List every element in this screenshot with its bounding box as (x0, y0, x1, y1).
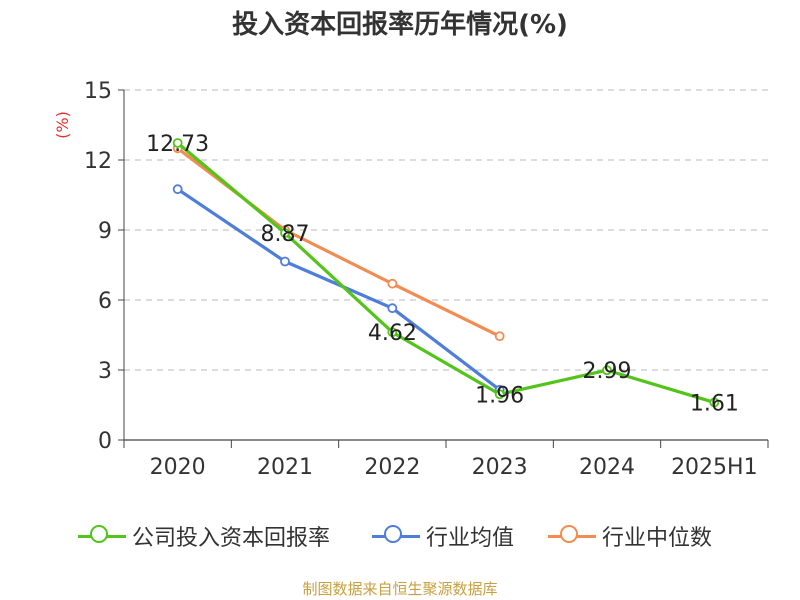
data-point (172, 138, 183, 148)
x-tick-label: 2024 (579, 455, 635, 480)
legend-line-marker-icon (372, 525, 420, 546)
data-label-layer: 12.73 8.87 4.62 1.96 2.99 1.61 (146, 132, 739, 416)
data-label: 8.87 (261, 222, 310, 247)
data-label: 2.99 (583, 359, 632, 384)
x-tick-label: 2023 (472, 455, 528, 480)
axis-layer: 0 3 6 9 12 15 2020 2021 2022 2023 2024 2025H1 (84, 79, 769, 480)
legend-item-industry-median[interactable]: 行业中位数 (548, 518, 712, 554)
grid-layer (124, 89, 768, 371)
data-point (387, 327, 398, 338)
data-point (602, 365, 612, 376)
y-tick-label: 9 (98, 219, 112, 244)
data-label: 12.73 (146, 132, 209, 157)
legend-item-company-roic[interactable]: 公司投入资本回报率 (78, 518, 330, 554)
data-point (494, 331, 505, 342)
legend-label: 行业中位数 (602, 526, 713, 551)
source-note: 制图数据来自恒生聚源数据库 (302, 580, 498, 598)
y-tick-label: 0 (98, 429, 112, 454)
legend-label: 公司投入资本回报率 (132, 526, 331, 551)
data-point (387, 303, 398, 314)
data-point (494, 389, 505, 400)
y-axis-label: (%) (53, 111, 72, 139)
data-label: 4.62 (368, 321, 417, 346)
x-tick-label: 2020 (150, 455, 206, 480)
series-layer (172, 138, 720, 408)
data-point (172, 184, 183, 195)
legend-line-marker-icon (548, 525, 596, 546)
y-tick-label: 6 (98, 289, 112, 314)
data-point (280, 228, 290, 238)
series-line (176, 141, 715, 404)
y-tick-label: 3 (98, 359, 112, 384)
series-line (176, 187, 501, 392)
data-label: 1.96 (475, 383, 524, 408)
y-tick-label: 15 (84, 79, 112, 104)
legend-label: 行业均值 (426, 526, 515, 551)
y-tick-label: 12 (84, 149, 112, 174)
series-line (176, 147, 501, 338)
x-tick-label: 2021 (257, 455, 313, 480)
legend-line-marker-icon (78, 525, 126, 546)
x-tick-label: 2025H1 (671, 455, 758, 480)
data-point (387, 278, 398, 289)
chart-title: 投入资本回报率历年情况(%) (232, 10, 568, 40)
data-label: 1.61 (690, 391, 739, 416)
x-tick-label: 2022 (364, 455, 420, 480)
data-point (280, 256, 290, 267)
legend: 公司投入资本回报率 行业均值 行业中位数 (0, 518, 800, 558)
data-point (709, 397, 720, 408)
legend-item-industry-mean[interactable]: 行业均值 (372, 518, 514, 554)
